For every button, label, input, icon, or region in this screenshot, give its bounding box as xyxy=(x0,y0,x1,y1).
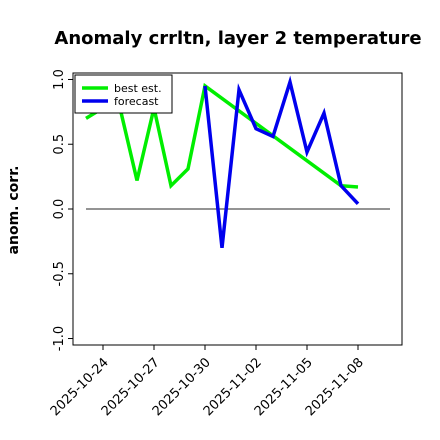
legend-box xyxy=(74,74,173,114)
series-line-forecast xyxy=(203,75,360,249)
y-tick-label: -0.5 xyxy=(52,261,67,286)
chart-title: Anomaly crrltn, layer 2 temperature xyxy=(54,28,421,49)
y-tick-label: 0.0 xyxy=(52,199,67,220)
x-axis: 2025-10-242025-10-272025-10-302025-11-02… xyxy=(48,345,367,419)
legend-label-forecast: forecast xyxy=(114,95,159,108)
y-axis: -1.0 -0.5 0.0 0.5 1.0 xyxy=(52,69,73,351)
legend-label-best-est: best est. xyxy=(114,82,162,95)
y-tick-label: 0.5 xyxy=(52,134,67,155)
y-tick-label: 1.0 xyxy=(52,69,67,90)
y-tick-label: -1.0 xyxy=(52,326,67,351)
y-axis-label: anom. corr. xyxy=(6,166,22,255)
legend: best est. forecast xyxy=(74,74,173,114)
